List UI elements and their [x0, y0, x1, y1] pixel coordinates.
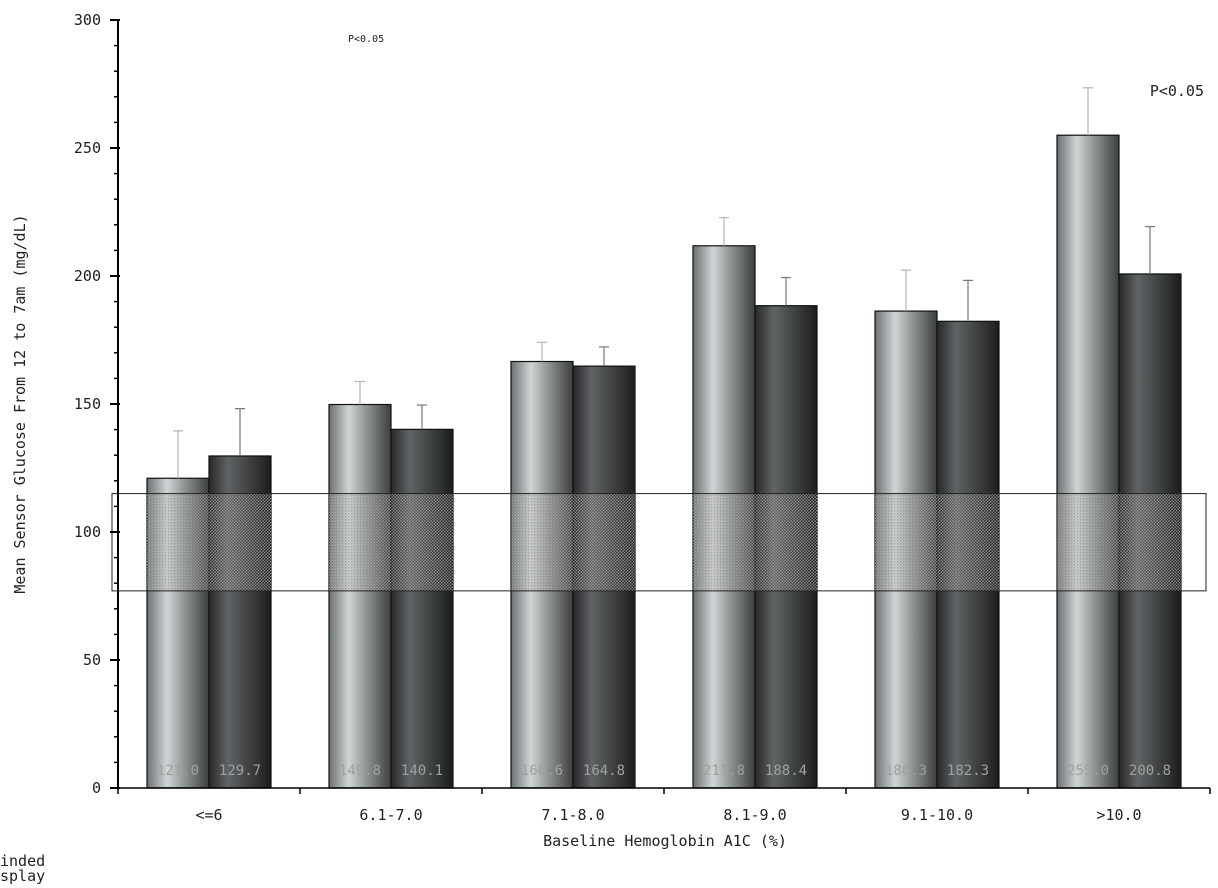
y-tick-label-1: 50: [83, 651, 101, 669]
chart-text: Baseline Hemoglobin A1C (%) Mean Sensor G…: [0, 34, 1204, 885]
x-tick-label-4: 9.1-10.0: [901, 806, 973, 824]
x-tick-label-5: >10.0: [1096, 806, 1141, 824]
target-band-outline: [111, 493, 1207, 592]
legend-fragment-0: inded: [0, 852, 45, 870]
x-tick-label-3: 8.1-9.0: [723, 806, 786, 824]
significance-annotation-1: P<0.05: [1150, 82, 1204, 100]
axes: 0 50 100 150 200 250 300 <=6 6.1-7.0 7.1-8.0 8.1-9…: [74, 11, 1211, 824]
target-band: [111, 493, 1207, 592]
y-tick-label-2: 100: [74, 523, 101, 541]
target-band-fill-0: [147, 493, 271, 591]
value-labels: 121.0 129.7 149.8 140.1 166.6 164.8 211.8 188.4…: [157, 763, 1171, 779]
value-label-s0-2: 166.6: [521, 763, 563, 779]
target-band-fill-1: [329, 493, 453, 591]
target-band-fill-5: [1057, 493, 1181, 591]
target-band-fill-2: [511, 493, 635, 591]
x-tick-label-0: <=6: [195, 806, 222, 824]
y-tick-label-6: 300: [74, 11, 101, 29]
x-tick-label-2: 7.1-8.0: [541, 806, 604, 824]
value-label-s0-0: 121.0: [157, 763, 199, 779]
y-axis-title: Mean Sensor Glucose From 12 to 7am (mg/d…: [11, 214, 29, 593]
value-label-s1-2: 164.8: [583, 763, 625, 779]
bar-s0-5: [1056, 134, 1120, 789]
value-label-s0-5: 255.0: [1067, 763, 1109, 779]
legend-fragment-1: splay: [0, 867, 45, 885]
value-label-s1-5: 200.8: [1129, 763, 1171, 779]
value-label-s1-3: 188.4: [765, 763, 807, 779]
bar-s0-1: [328, 403, 392, 789]
x-axis-title: Baseline Hemoglobin A1C (%): [543, 832, 787, 850]
bars: [146, 87, 1182, 789]
value-label-s0-1: 149.8: [339, 763, 381, 779]
y-tick-label-0: 0: [92, 779, 101, 797]
y-tick-label-5: 250: [74, 139, 101, 157]
target-band-fill-4: [875, 493, 999, 591]
value-label-s0-4: 186.3: [885, 763, 927, 779]
y-tick-label-4: 200: [74, 267, 101, 285]
target-band-fill-3: [693, 493, 817, 591]
y-tick-label-3: 150: [74, 395, 101, 413]
bar-s1-1: [390, 428, 454, 789]
x-tick-label-1: 6.1-7.0: [359, 806, 422, 824]
value-label-s1-0: 129.7: [219, 763, 261, 779]
value-label-s0-3: 211.8: [703, 763, 745, 779]
value-label-s1-1: 140.1: [401, 763, 443, 779]
value-label-s1-4: 182.3: [947, 763, 989, 779]
significance-annotation-0: P<0.05: [348, 34, 384, 45]
